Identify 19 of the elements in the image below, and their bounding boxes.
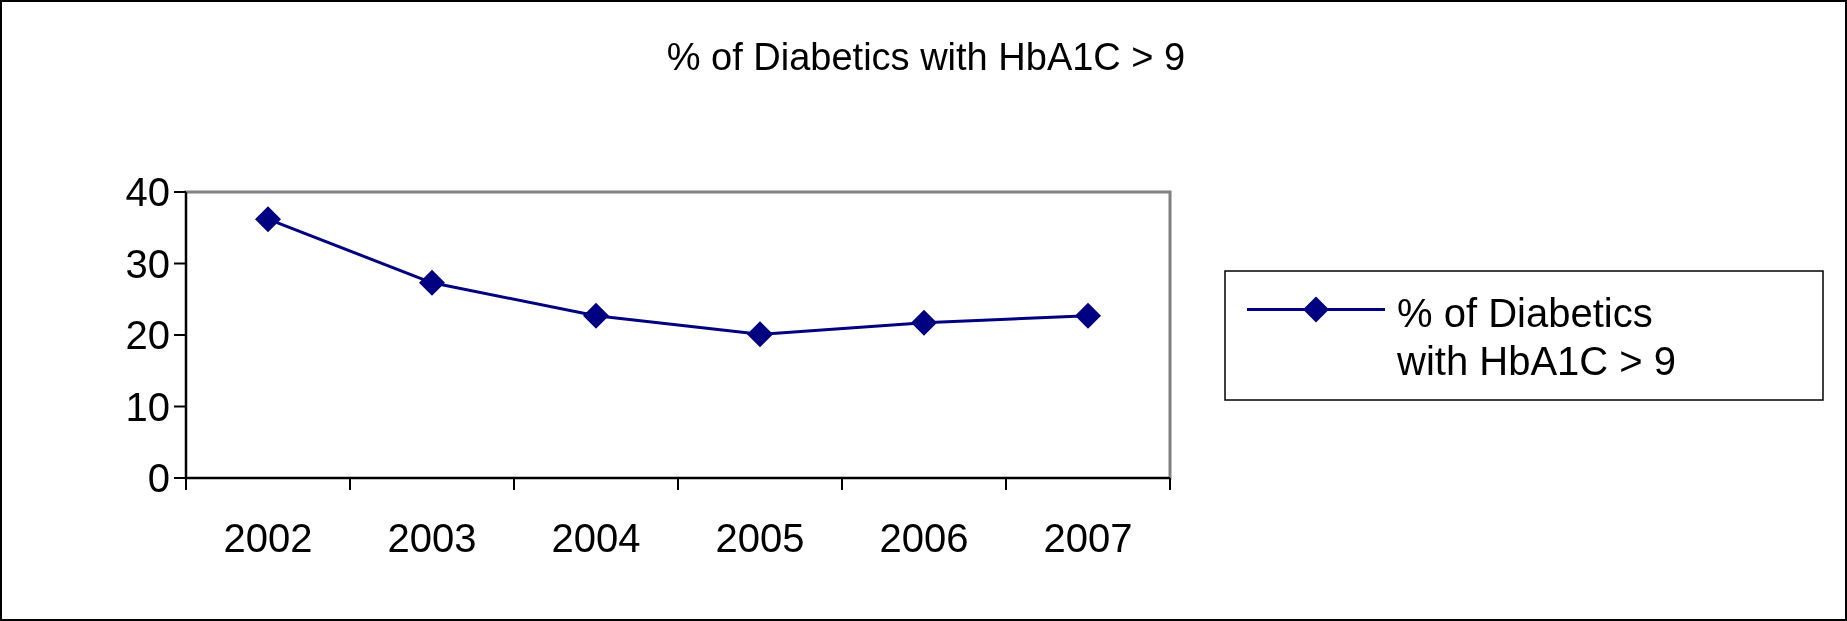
legend-label: % of Diabetics with HbA1C > 9 [1396, 291, 1677, 383]
x-tick-label: 2005 [715, 516, 805, 560]
x-tick-label: 2003 [387, 516, 477, 560]
x-tick-label: 2006 [879, 516, 969, 560]
point [1075, 302, 1101, 329]
x-tick-label: 2004 [551, 516, 641, 560]
y-tick-label: 40 [125, 170, 170, 214]
y-tick-label: 0 [147, 456, 170, 500]
x-tick-label: 2002 [223, 516, 313, 560]
y-tick-label: 20 [125, 313, 170, 357]
chart-title: % of Diabetics with HbA1C > 9 [666, 36, 1186, 78]
y-tick-label: 10 [125, 384, 170, 429]
point [419, 269, 445, 296]
x-tick-label: 2007 [1043, 516, 1133, 560]
y-tick-label: 30 [125, 241, 170, 286]
point [583, 302, 609, 329]
point [911, 309, 937, 336]
point [255, 206, 281, 233]
point [747, 321, 773, 348]
